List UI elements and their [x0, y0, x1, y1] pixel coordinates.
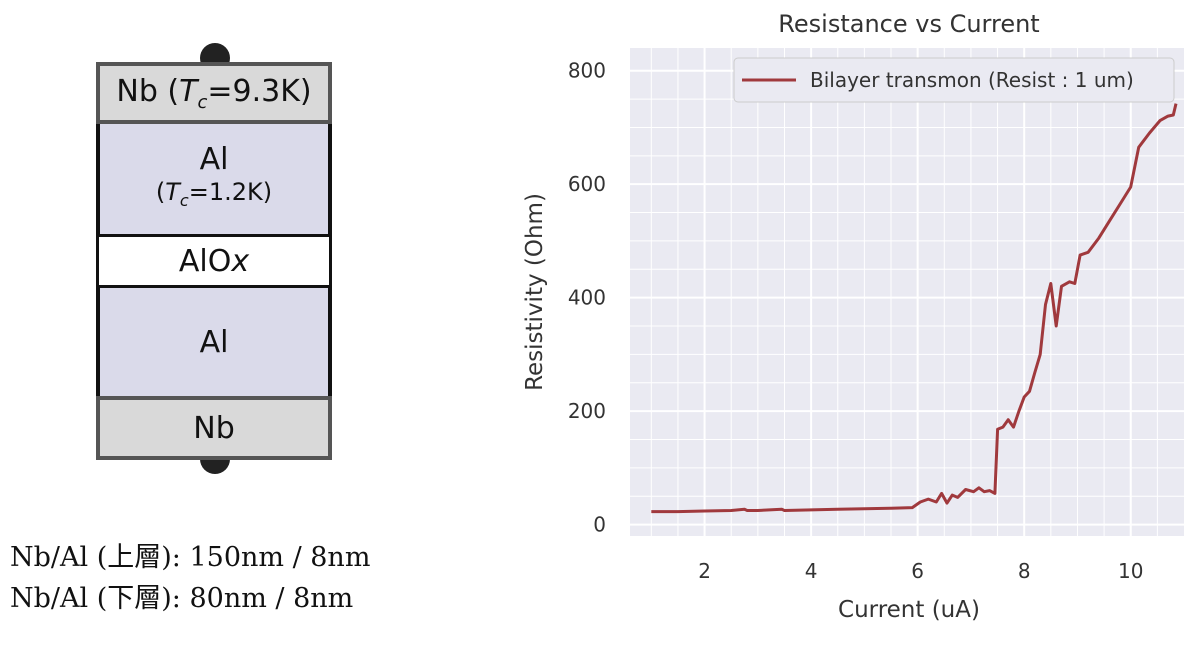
nb-top-paren-open: ( [157, 73, 180, 109]
al-top-t: T [165, 177, 180, 206]
legend-label: Bilayer transmon (Resist : 1 um) [810, 68, 1134, 92]
al-top-t-sub: c [179, 190, 189, 210]
y-tick-label: 400 [568, 286, 606, 310]
alox-prefix: AlO [178, 243, 232, 279]
x-tick-label: 6 [911, 559, 924, 583]
x-axis-label: Current (uA) [838, 597, 980, 623]
x-tick-label: 2 [698, 559, 711, 583]
al-top-tc-value: 1.2K [208, 177, 263, 206]
x-tick-label: 4 [805, 559, 818, 583]
y-tick-label: 200 [568, 399, 606, 423]
al-bottom-layer: Al [96, 288, 332, 396]
nb-top-label: Nb (Tc=9.3K) [116, 74, 311, 113]
resistance-chart: Resistance vs Current 2 4 6 8 10 0 200 400 600 80… [522, 10, 1184, 623]
nb-top-symbol: Nb [116, 73, 158, 109]
al-top-label: Al [199, 141, 229, 177]
nb-bottom-label: Nb [193, 410, 235, 446]
layer-stack-diagram: Nb (Tc=9.3K) Al (Tc=1.2K) AlOx Al Nb Nb/… [0, 0, 440, 655]
x-tick-label: 8 [1018, 559, 1031, 583]
caption-bottom-bilayer: Nb/Al (下層): 80nm / 8nm [10, 583, 354, 614]
chart-title: Resistance vs Current [778, 10, 1039, 38]
al-top-paren-open: ( [155, 177, 166, 206]
legend: Bilayer transmon (Resist : 1 um) [733, 57, 1175, 103]
y-axis-label: Resistivity (Ohm) [522, 193, 548, 391]
nb-top-equals: = [207, 73, 233, 109]
caption-top-bilayer: Nb/Al (上層): 150nm / 8nm [10, 542, 371, 573]
al-top-tc: (Tc=1.2K) [156, 177, 272, 216]
y-tick-label: 600 [568, 172, 606, 196]
nb-top-layer: Nb (Tc=9.3K) [96, 62, 332, 124]
alox-label: AlOx [179, 244, 249, 279]
alox-suffix: x [231, 243, 250, 279]
y-tick-label: 0 [593, 513, 606, 537]
x-tick-label: 10 [1118, 559, 1143, 583]
al-bottom-label: Al [199, 324, 229, 360]
legend-box [733, 57, 1175, 103]
nb-bottom-layer: Nb [96, 396, 332, 460]
al-top-layer: Al (Tc=1.2K) [96, 124, 332, 234]
axis-ticks: 2 4 6 8 10 0 200 400 600 800 [568, 59, 1144, 583]
y-tick-label: 800 [568, 59, 606, 83]
nb-top-tc-value: 9.3K [232, 73, 300, 109]
nb-top-paren-close: ) [299, 73, 312, 109]
al-top-equals: = [188, 177, 209, 206]
series-group [651, 103, 1178, 514]
nb-top-t: T [179, 73, 198, 109]
al-top-paren-close: ) [262, 177, 273, 206]
alox-layer: AlOx [96, 234, 332, 288]
series-line [651, 103, 1178, 514]
nb-top-t-sub: c [197, 91, 208, 113]
plot-area [630, 48, 1184, 536]
